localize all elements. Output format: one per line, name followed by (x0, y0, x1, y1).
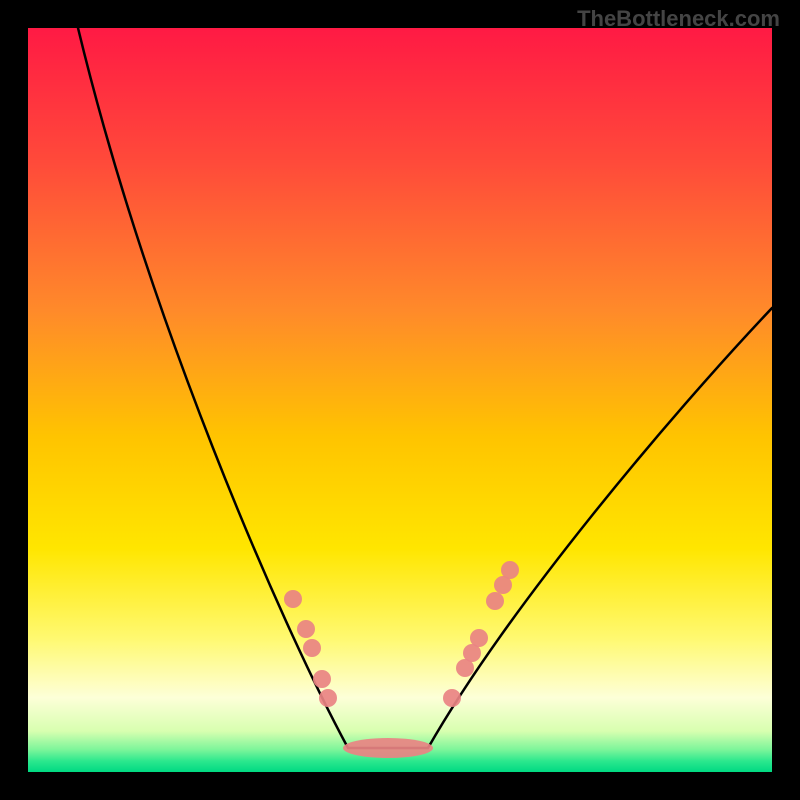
right-dot-6 (501, 561, 519, 579)
left-dot-1 (297, 620, 315, 638)
trough-marker (343, 738, 433, 758)
left-dot-3 (313, 670, 331, 688)
left-dot-0 (284, 590, 302, 608)
watermark-text: TheBottleneck.com (577, 6, 780, 32)
plot-area (28, 28, 772, 772)
right-dot-0 (443, 689, 461, 707)
left-dot-4 (319, 689, 337, 707)
right-dot-3 (470, 629, 488, 647)
left-dot-2 (303, 639, 321, 657)
bottleneck-curve (28, 28, 772, 772)
right-dot-4 (486, 592, 504, 610)
v-curve-path (78, 28, 772, 748)
outer-frame: TheBottleneck.com (0, 0, 800, 800)
